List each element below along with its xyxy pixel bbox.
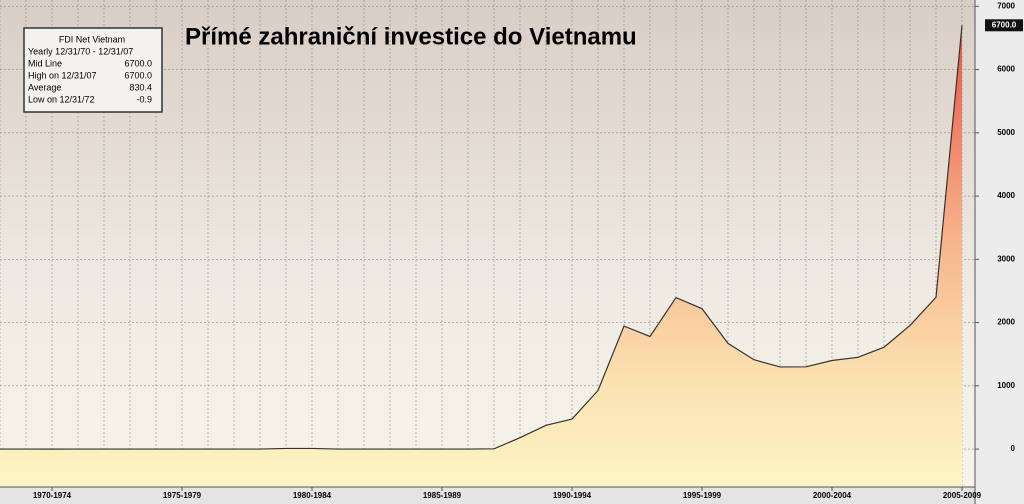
y-tick-label: 1000: [997, 381, 1015, 390]
area-fill: [0, 25, 962, 487]
x-tick-label: 1995-1999: [683, 491, 722, 500]
x-axis-strip: [0, 487, 975, 504]
legend-frame: [23, 27, 163, 113]
legend-label: Mid Line: [28, 58, 62, 68]
legend-value: 830.4: [129, 82, 152, 92]
y-tick-label: 0: [1011, 444, 1016, 453]
legend-label: Low on 12/31/72: [28, 94, 95, 104]
legend-value: 6700.0: [124, 58, 152, 68]
area-line: [0, 25, 963, 450]
y-tick-label: 2000: [997, 318, 1015, 327]
x-tick-label: 1975-1979: [163, 491, 202, 500]
x-tick-label: 1980-1984: [293, 491, 332, 500]
y-tick-label: 6000: [997, 65, 1015, 74]
x-tick-label: 1990-1994: [553, 491, 592, 500]
legend-label: Average: [28, 82, 61, 92]
legend-title: FDI Net Vietnam: [59, 34, 125, 44]
legend-label: High on 12/31/07: [28, 70, 97, 80]
y-tick-label: 7000: [997, 1, 1015, 10]
last-value-box: [985, 19, 1023, 32]
legend-box: FDI Net Vietnam Yearly 12/31/70 - 12/31/…: [23, 27, 163, 113]
chart-title: Přímé zahraniční investice do Vietnamu: [185, 23, 637, 50]
x-tick-label: 1970-1974: [33, 491, 72, 500]
x-tick-label: 2005-2009: [943, 491, 982, 500]
last-value-label: 6700.0: [992, 20, 1017, 29]
y-tick-label: 4000: [997, 191, 1015, 200]
legend-value: -0.9: [136, 94, 152, 104]
legend-value: 6700.0: [124, 70, 152, 80]
x-tick-label: 2000-2004: [813, 491, 852, 500]
legend-subtitle: Yearly 12/31/70 - 12/31/07: [28, 46, 133, 56]
y-tick-label: 5000: [997, 128, 1015, 137]
y-axis-strip: [975, 0, 1024, 504]
y-tick-label: 3000: [997, 254, 1015, 263]
x-tick-label: 1985-1989: [423, 491, 462, 500]
